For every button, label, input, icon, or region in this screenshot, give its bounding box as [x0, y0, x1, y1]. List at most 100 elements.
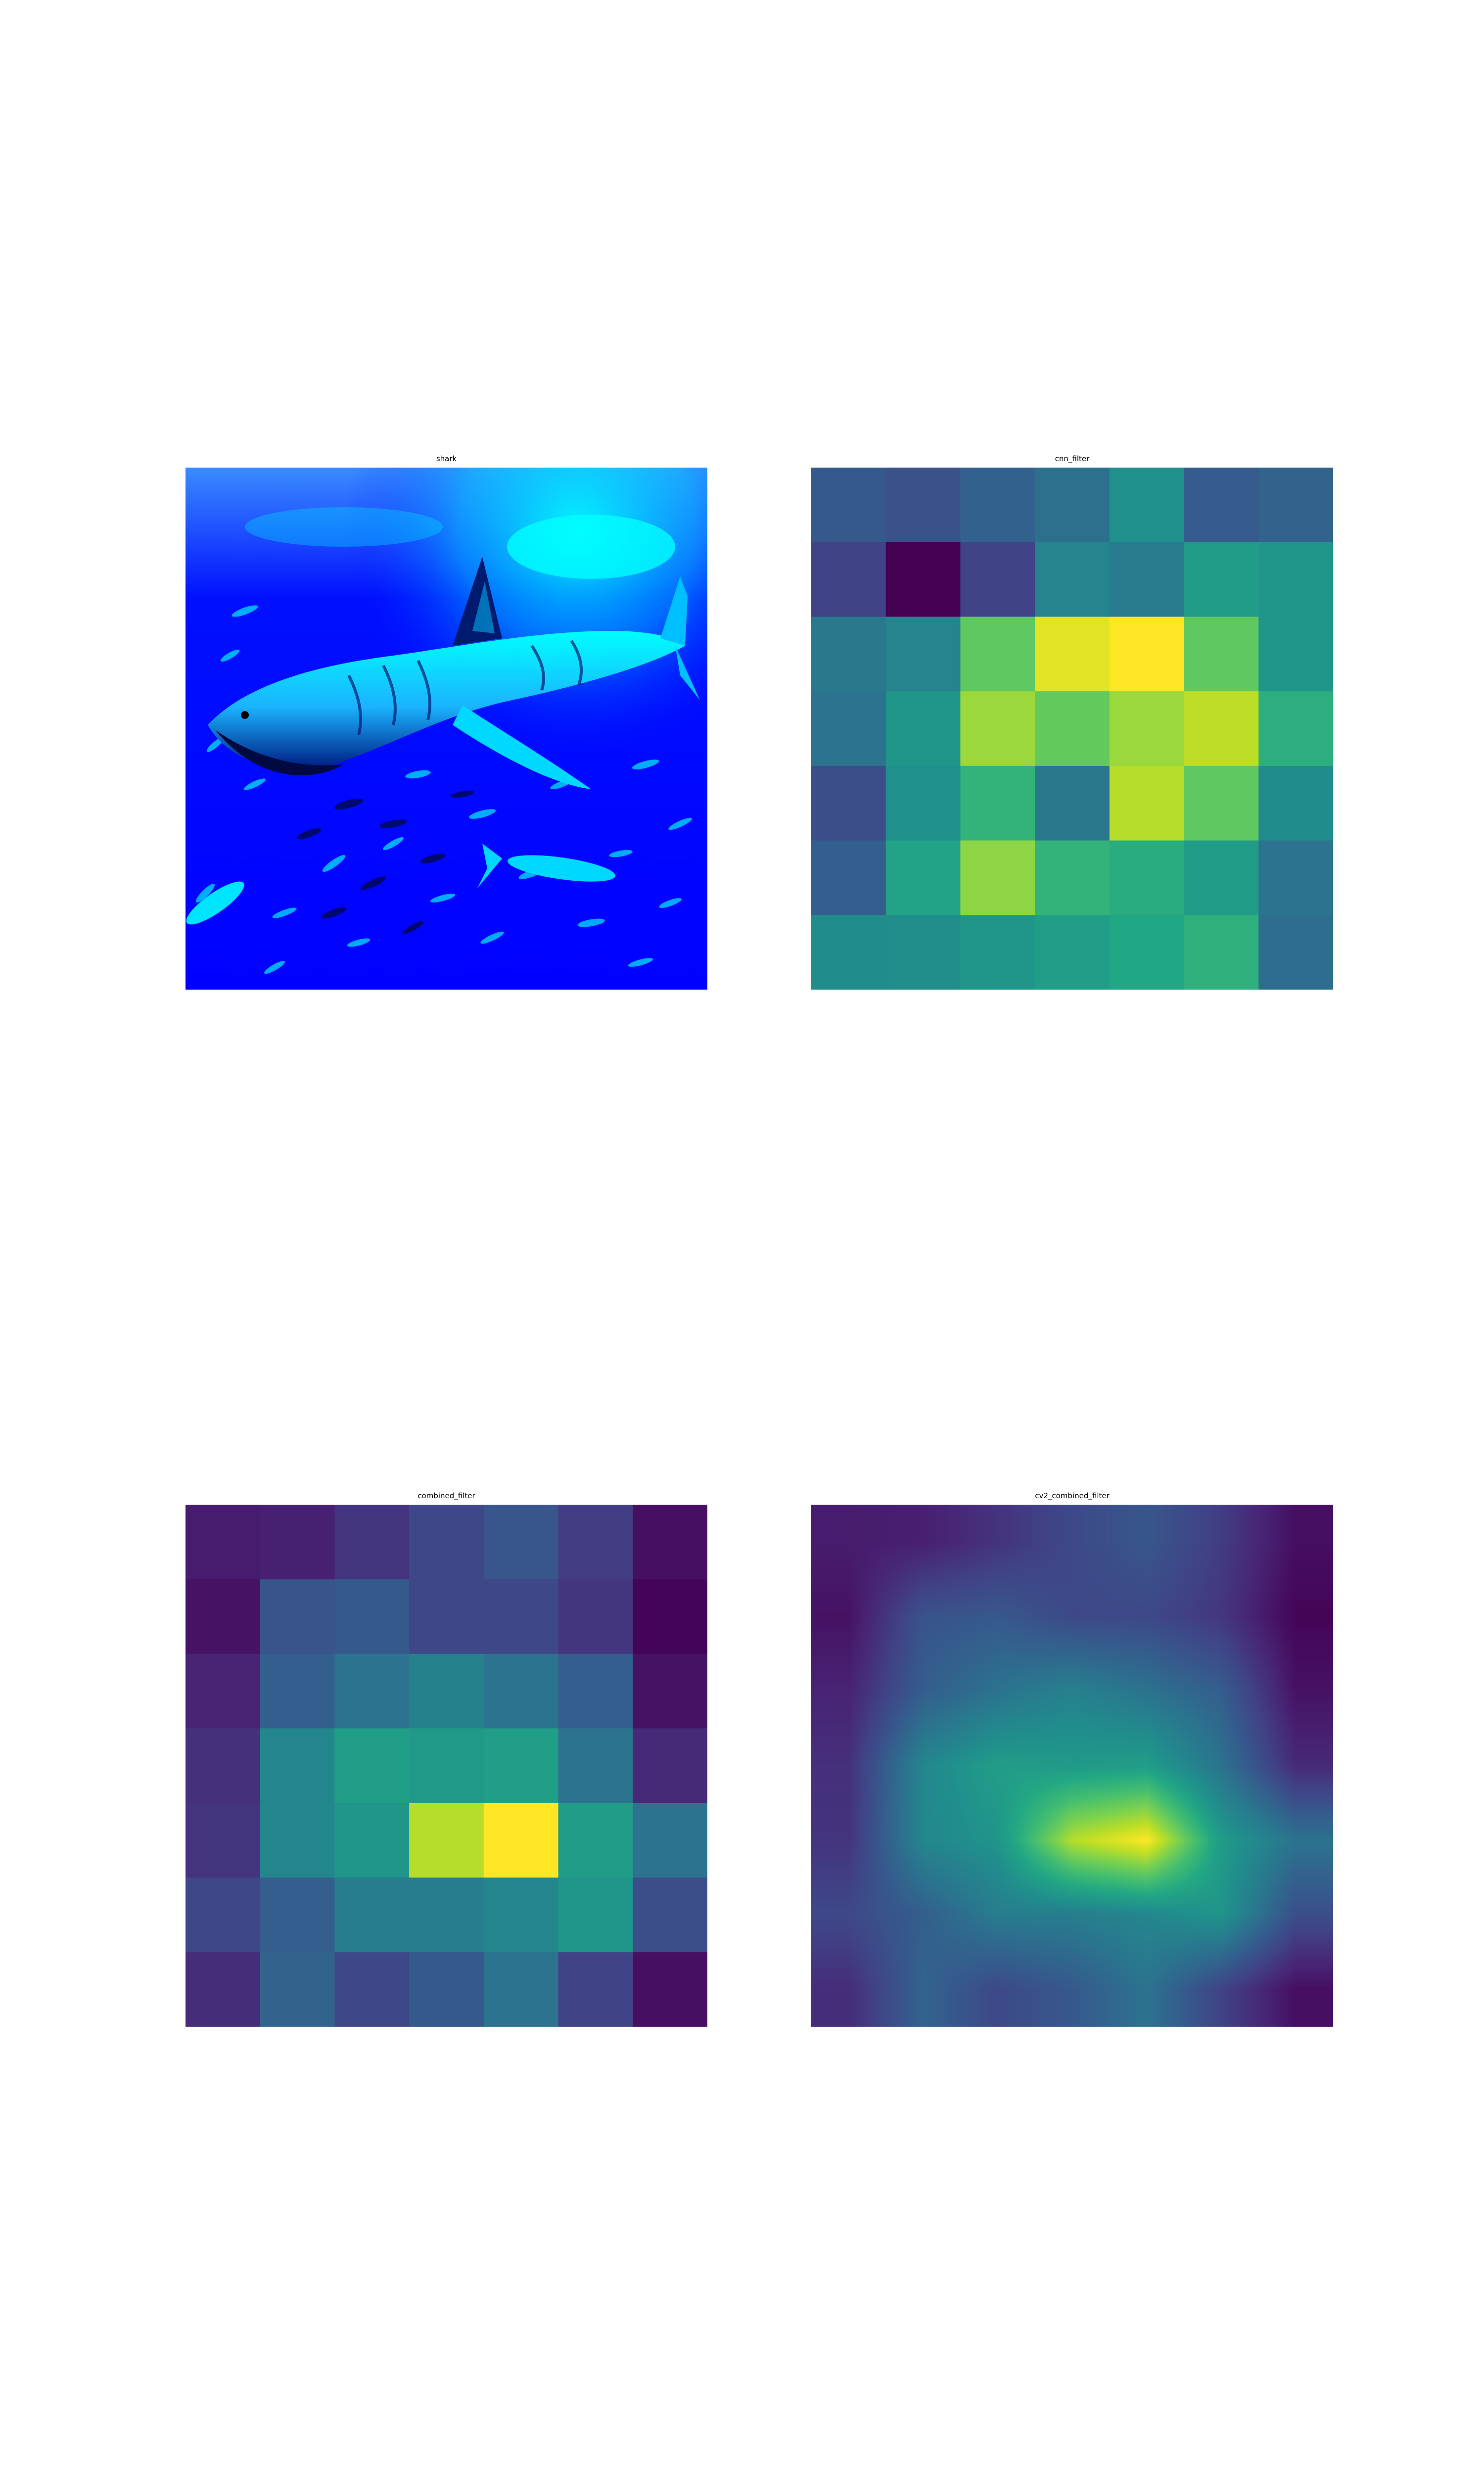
- cnn-filter-cell-r0-c6: [1258, 468, 1333, 543]
- cnn-filter-heatmap: [811, 468, 1333, 990]
- combined-filter-cell-r3-c6: [633, 1728, 707, 1804]
- combined-filter-cell-r0-c2: [334, 1505, 410, 1580]
- shark-photo: [186, 468, 707, 990]
- combined-filter-heatmap: [186, 1505, 707, 2027]
- combined-filter-cell-r2-c6: [633, 1654, 707, 1729]
- cnn-filter-cell-r1-c6: [1258, 542, 1333, 618]
- shark-photo-panel: [186, 468, 707, 990]
- combined-filter-cell-r2-c3: [409, 1654, 484, 1729]
- cv2-combined-filter-panel: [811, 1505, 1333, 2027]
- cnn-filter-cell-r4-c5: [1184, 765, 1259, 841]
- cnn-filter-cell-r3-c1: [885, 691, 961, 766]
- combined-filter-cell-r2-c1: [260, 1654, 335, 1729]
- combined-filter-cell-r6-c0: [186, 1952, 261, 2027]
- cnn-filter-cell-r4-c3: [1035, 765, 1110, 841]
- cnn-filter-cell-r4-c4: [1109, 765, 1185, 841]
- combined-filter-cell-r0-c5: [558, 1505, 633, 1580]
- cnn-filter-cell-r5-c4: [1109, 840, 1185, 915]
- cnn-filter-cell-r5-c2: [960, 840, 1035, 915]
- combined-filter-cell-r6-c6: [633, 1952, 707, 2027]
- cnn-filter-cell-r6-c0: [811, 915, 886, 990]
- cnn-filter-cell-r2-c0: [811, 617, 886, 692]
- cnn-filter-cell-r3-c4: [1109, 691, 1185, 766]
- cnn-filter-cell-r1-c0: [811, 542, 886, 618]
- combined-filter-cell-r1-c5: [558, 1579, 633, 1655]
- cnn-filter-cell-r2-c3: [1035, 617, 1110, 692]
- cnn-filter-cell-r5-c3: [1035, 840, 1110, 915]
- cnn-filter-cell-r2-c6: [1258, 617, 1333, 692]
- combined-filter-cell-r2-c0: [186, 1654, 261, 1729]
- bottom-fish: [186, 844, 615, 925]
- combined-filter-cell-r0-c1: [260, 1505, 335, 1580]
- combined-filter-cell-r1-c3: [409, 1579, 484, 1655]
- cnn-filter-cell-r5-c6: [1258, 840, 1333, 915]
- cnn-filter-cell-r0-c4: [1109, 468, 1185, 543]
- cnn-filter-cell-r5-c5: [1184, 840, 1259, 915]
- combined-filter-cell-r3-c0: [186, 1728, 261, 1804]
- combined-filter-cell-r3-c3: [409, 1728, 484, 1804]
- panel-title-combined-filter: combined_filter: [417, 1491, 475, 1500]
- panel-title-shark: shark: [436, 454, 457, 463]
- cnn-filter-cell-r3-c5: [1184, 691, 1259, 766]
- cnn-filter-cell-r2-c4: [1109, 617, 1185, 692]
- cnn-filter-cell-r4-c2: [960, 765, 1035, 841]
- cnn-filter-cell-r6-c5: [1184, 915, 1259, 990]
- combined-filter-cell-r5-c6: [633, 1877, 707, 1952]
- cnn-filter-cell-r4-c6: [1258, 765, 1333, 841]
- combined-filter-cell-r5-c1: [260, 1877, 335, 1952]
- combined-filter-cell-r1-c2: [334, 1579, 410, 1655]
- cnn-filter-cell-r0-c2: [960, 468, 1035, 543]
- cnn-filter-cell-r1-c2: [960, 542, 1035, 618]
- panel-title-cv2-combined-filter: cv2_combined_filter: [1035, 1491, 1110, 1500]
- surface-glare-2: [245, 507, 443, 547]
- cnn-filter-cell-r6-c1: [885, 915, 961, 990]
- cnn-filter-cell-r3-c2: [960, 691, 1035, 766]
- cnn-filter-cell-r3-c0: [811, 691, 886, 766]
- combined-filter-cell-r4-c6: [633, 1803, 707, 1878]
- cnn-filter-cell-r0-c5: [1184, 468, 1259, 543]
- combined-filter-cell-r6-c2: [334, 1952, 410, 2027]
- combined-filter-cell-r4-c3: [409, 1803, 484, 1878]
- combined-filter-cell-r6-c4: [483, 1952, 559, 2027]
- combined-filter-cell-r1-c6: [633, 1579, 707, 1655]
- cnn-filter-cell-r3-c3: [1035, 691, 1110, 766]
- cnn-filter-cell-r6-c6: [1258, 915, 1333, 990]
- combined-filter-cell-r0-c6: [633, 1505, 707, 1580]
- combined-filter-cell-r5-c2: [334, 1877, 410, 1952]
- combined-filter-cell-r2-c5: [558, 1654, 633, 1729]
- cnn-filter-cell-r3-c6: [1258, 691, 1333, 766]
- cnn-filter-cell-r5-c0: [811, 840, 886, 915]
- combined-filter-cell-r3-c2: [334, 1728, 410, 1804]
- combined-filter-cell-r5-c4: [483, 1877, 559, 1952]
- cnn-filter-cell-r1-c4: [1109, 542, 1185, 618]
- cnn-filter-cell-r2-c1: [885, 617, 961, 692]
- surface-glare: [507, 515, 675, 579]
- combined-filter-cell-r3-c1: [260, 1728, 335, 1804]
- cnn-filter-cell-r1-c5: [1184, 542, 1259, 618]
- cnn-filter-cell-r4-c0: [811, 765, 886, 841]
- combined-filter-cell-r3-c5: [558, 1728, 633, 1804]
- cnn-filter-cell-r1-c1: [885, 542, 961, 618]
- cnn-filter-cell-r6-c4: [1109, 915, 1185, 990]
- cnn-filter-cell-r0-c1: [885, 468, 961, 543]
- cnn-filter-cell-r0-c0: [811, 468, 886, 543]
- combined-filter-cell-r5-c0: [186, 1877, 261, 1952]
- combined-filter-cell-r5-c3: [409, 1877, 484, 1952]
- combined-filter-cell-r4-c4: [483, 1803, 559, 1878]
- cnn-filter-panel: [811, 468, 1333, 990]
- combined-filter-cell-r4-c5: [558, 1803, 633, 1878]
- combined-filter-cell-r2-c4: [483, 1654, 559, 1729]
- panel-title-cnn-filter: cnn_filter: [1055, 454, 1090, 463]
- cnn-filter-cell-r1-c3: [1035, 542, 1110, 618]
- combined-filter-cell-r4-c2: [334, 1803, 410, 1878]
- cv2-combined-filter-heatmap: [811, 1505, 1333, 2027]
- combined-filter-cell-r1-c0: [186, 1579, 261, 1655]
- combined-filter-cell-r0-c0: [186, 1505, 261, 1580]
- combined-filter-cell-r2-c2: [334, 1654, 410, 1729]
- combined-filter-panel: [186, 1505, 707, 2027]
- combined-filter-cell-r5-c5: [558, 1877, 633, 1952]
- cnn-filter-cell-r2-c5: [1184, 617, 1259, 692]
- cnn-filter-cell-r0-c3: [1035, 468, 1110, 543]
- combined-filter-cell-r6-c3: [409, 1952, 484, 2027]
- cnn-filter-cell-r5-c1: [885, 840, 961, 915]
